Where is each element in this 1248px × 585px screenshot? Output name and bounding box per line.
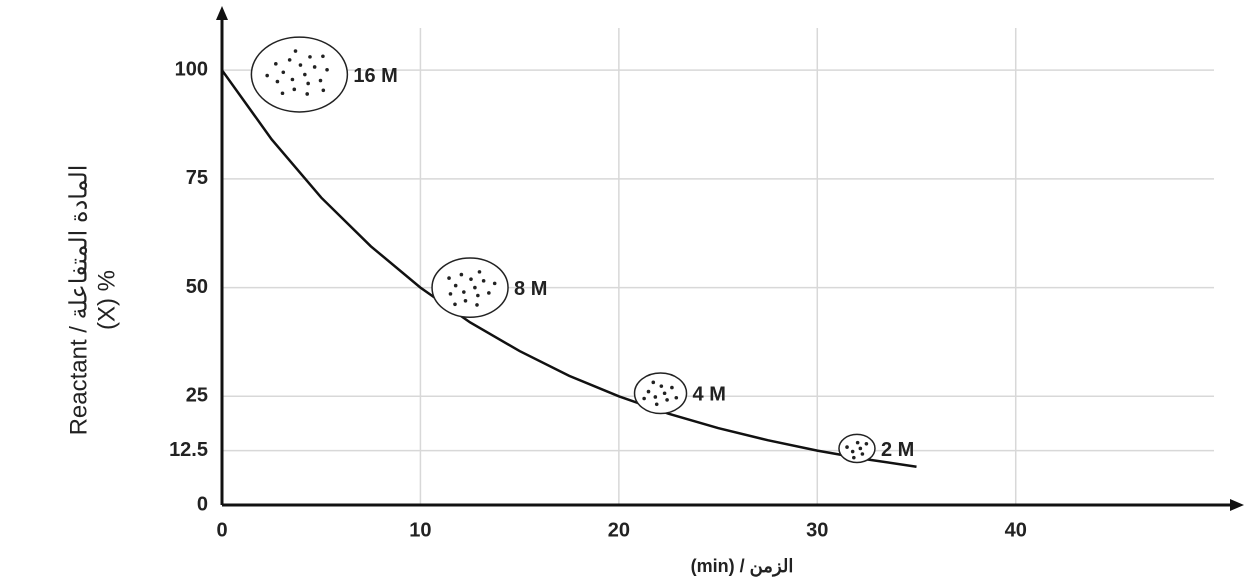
- molecule-dot: [478, 270, 482, 274]
- molecule-dot: [665, 398, 669, 402]
- molecule-dot: [449, 292, 453, 296]
- molecule-dot: [651, 381, 655, 385]
- annotation: 2 M: [881, 439, 914, 461]
- molecule-dot: [852, 456, 856, 460]
- y-tick-label: 75: [186, 167, 208, 189]
- molecule-dot: [469, 277, 473, 281]
- molecule-dot: [265, 74, 269, 78]
- molecule-dot: [859, 447, 863, 451]
- page: {"chart_data": {"type": "line", "y_label…: [0, 0, 1248, 585]
- x-tick-label: 40: [1005, 519, 1027, 541]
- chart: Reactant / المادة المتفاعلة (X) % (min) …: [0, 0, 1248, 585]
- molecule-dot: [308, 55, 312, 59]
- molecule-dot: [476, 294, 480, 298]
- molecule-dot: [861, 452, 865, 456]
- molecule-dot: [865, 442, 869, 446]
- y-axis-label: Reactant / المادة المتفاعلة: [65, 165, 92, 436]
- axis-arrow: [216, 6, 228, 20]
- line: [222, 70, 917, 467]
- y-tick-label: 100: [175, 58, 208, 80]
- molecule-dot: [851, 450, 855, 454]
- y-tick-label: 25: [186, 385, 208, 407]
- molecule-dot: [493, 282, 497, 286]
- molecule-dot: [281, 71, 285, 75]
- x-axis-label: (min) / الزمن: [691, 556, 794, 577]
- x-tick-label: 10: [409, 519, 431, 541]
- molecule-dot: [475, 303, 479, 307]
- molecule-dot: [460, 273, 464, 277]
- molecule-dot: [305, 92, 309, 96]
- molecule-dot: [654, 395, 658, 399]
- molecule-dot: [647, 390, 651, 394]
- molecule-dot: [313, 65, 317, 69]
- molecule-dot: [294, 49, 298, 53]
- molecule-dot: [674, 396, 678, 400]
- y-axis-label: (X) %: [93, 270, 120, 330]
- molecule-dot: [306, 82, 310, 86]
- molecule-dot: [291, 78, 295, 82]
- molecule-dot: [655, 403, 659, 407]
- molecule-dot: [276, 80, 280, 84]
- molecule-dot: [464, 299, 468, 303]
- molecule-dot: [663, 391, 667, 395]
- molecule-dot: [319, 79, 323, 83]
- axis-arrow: [1230, 499, 1244, 511]
- annotation: 8 M: [514, 278, 547, 300]
- molecule-dot: [482, 279, 486, 283]
- molecule-dot: [670, 386, 674, 390]
- molecule-dot: [473, 286, 477, 290]
- molecule-circle: [432, 258, 508, 317]
- molecule-dot: [292, 88, 296, 92]
- molecule-dot: [281, 91, 285, 95]
- molecule-dot: [321, 54, 325, 58]
- molecule-dot: [447, 276, 451, 280]
- molecule-dot: [660, 384, 664, 388]
- molecule-dot: [322, 88, 326, 92]
- molecule-dot: [454, 284, 458, 288]
- molecule-dot: [299, 63, 303, 67]
- y-tick-label: 12.5: [169, 439, 208, 461]
- molecule-circle: [839, 434, 875, 462]
- molecule-dot: [642, 397, 646, 401]
- molecule-dot: [487, 291, 491, 295]
- y-tick-label: 0: [197, 493, 208, 515]
- annotation: 4 M: [693, 384, 726, 406]
- molecule-dot: [325, 68, 329, 72]
- molecule-dot: [288, 58, 292, 62]
- molecule-dot: [845, 445, 849, 449]
- annotation: 16 M: [353, 65, 397, 87]
- x-tick-label: 20: [608, 519, 630, 541]
- x-tick-label: 30: [806, 519, 828, 541]
- molecule-dot: [303, 73, 307, 77]
- molecule-dot: [856, 441, 860, 445]
- molecule-circle: [635, 373, 687, 414]
- molecule-dot: [453, 302, 457, 306]
- molecule-dot: [274, 62, 278, 66]
- molecule-dot: [462, 290, 466, 294]
- x-tick-label: 0: [216, 519, 227, 541]
- y-tick-label: 50: [186, 276, 208, 298]
